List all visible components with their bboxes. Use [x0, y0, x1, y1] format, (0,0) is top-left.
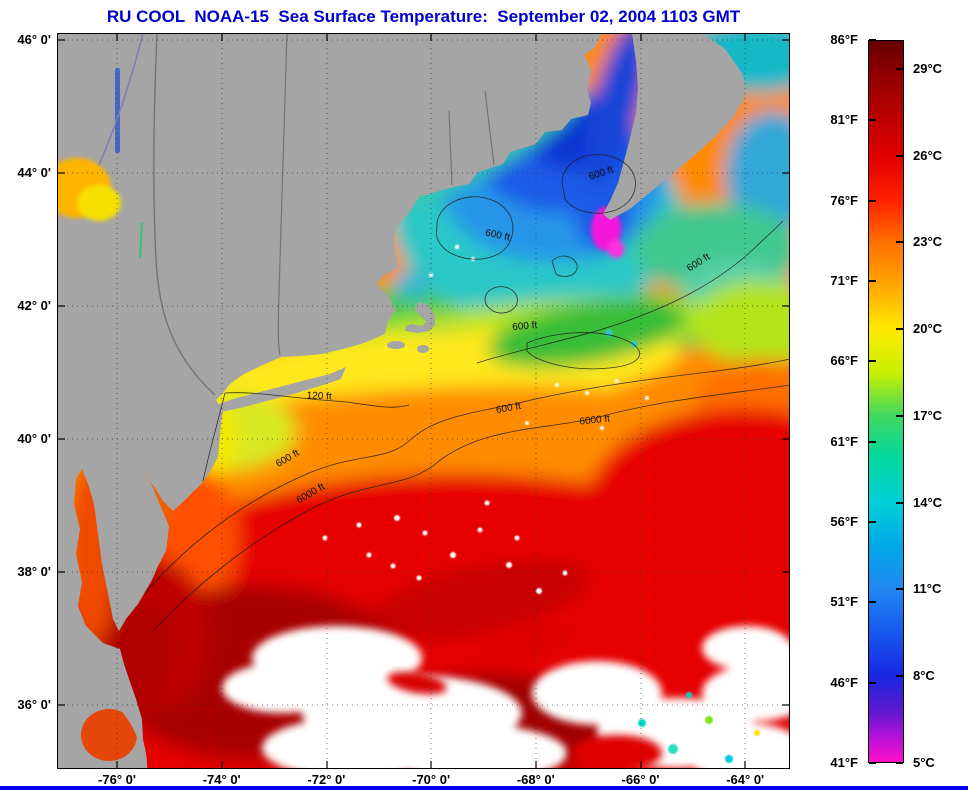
- contour-line: [551, 255, 578, 277]
- colorbar-tick: [869, 39, 876, 41]
- colorbar-tick: [896, 414, 903, 417]
- colorbar-tick: [869, 761, 876, 764]
- bathymetry-contours: [144, 154, 790, 632]
- colorbar-fahrenheit-label: 61°F: [830, 433, 858, 449]
- y-axis-label: 36° 0': [17, 697, 51, 712]
- colorbar-fahrenheit-label: 86°F: [830, 32, 858, 47]
- colorbar-tick: [896, 67, 903, 70]
- colorbar-fahrenheit-label: 46°F: [830, 674, 858, 690]
- land-cape-cod: [405, 302, 435, 333]
- x-axis-label: -68° 0': [516, 772, 555, 787]
- colorbar-tick: [896, 675, 903, 678]
- contour-line: [436, 196, 514, 260]
- contour-label: 6000 ft: [579, 413, 611, 427]
- land-grand-manan: [564, 94, 576, 112]
- x-axis-label: -70° 0': [412, 772, 451, 787]
- colorbar-gradient: [868, 40, 904, 763]
- colorbar-fahrenheit-label: 71°F: [830, 272, 858, 288]
- penobscot-river: [484, 90, 495, 166]
- land-nova-scotia: [603, 33, 746, 220]
- colorbar-celsius-label: 23°C: [913, 234, 943, 250]
- x-axis-label: -76° 0': [98, 772, 136, 787]
- colorbar-tick: [896, 501, 903, 504]
- colorbar-tick: [896, 154, 903, 157]
- lake-champlain: [115, 68, 120, 153]
- warm-streaks: [387, 622, 662, 769]
- colorbar-celsius-label: 29°C: [913, 60, 943, 76]
- y-axis-label: 46° 0': [17, 32, 51, 47]
- colorbar-celsius-label: 17°C: [913, 407, 943, 423]
- y-axis-label: 38° 0': [17, 564, 51, 579]
- colorbar-tick: [869, 119, 876, 122]
- colorbar-celsius-label: 11°C: [913, 581, 942, 597]
- colorbar-celsius-label: 26°C: [913, 147, 943, 163]
- colorbar-fahrenheit-label: 76°F: [830, 192, 858, 208]
- colorbar-fahrenheit-label: 56°F: [830, 513, 858, 529]
- map-border: [57, 33, 790, 769]
- colorbar-tick: [869, 279, 876, 282]
- colorbar-celsius-label: 20°C: [913, 321, 943, 337]
- inland-water-features: [57, 33, 495, 769]
- colorbar-tick: [896, 761, 903, 764]
- colorbar-celsius-label: 8°C: [913, 668, 935, 684]
- cloud-cover: [222, 626, 790, 769]
- y-axis-label: 44° 0': [17, 165, 51, 180]
- figure-title: RU COOL NOAA-15 Sea Surface Temperature:…: [106, 7, 741, 26]
- land-marthas-vineyard: [387, 341, 405, 349]
- colorbar-fahrenheit-label: 51°F: [830, 594, 858, 610]
- y-axis-label: 42° 0': [17, 298, 51, 313]
- contour-line: [561, 154, 636, 214]
- colorbar-tick: [896, 241, 903, 244]
- y-axis-label: 40° 0': [17, 431, 51, 446]
- outer-banks: [115, 701, 148, 769]
- colorbar-tick: [869, 440, 876, 443]
- colorbar-tick: [869, 520, 876, 523]
- contour-line: [484, 286, 518, 314]
- colorbar-fahrenheit-label: 41°F: [830, 754, 858, 770]
- contour-line: [526, 332, 640, 370]
- kennebec-river: [448, 110, 453, 186]
- contour-line: [144, 358, 790, 594]
- connecticut-river: [277, 33, 288, 356]
- axis-ticks: [58, 34, 789, 768]
- finger-lakes: [139, 222, 143, 259]
- colorbar-celsius-label: 14°C: [913, 494, 943, 510]
- x-axis-label: -64° 0': [726, 772, 765, 787]
- contour-label: 120 ft: [306, 390, 332, 402]
- contour-line: [202, 392, 226, 482]
- colorbar-fahrenheit-label: 66°F: [830, 353, 858, 369]
- hudson-river: [153, 33, 216, 396]
- contour-line: [476, 220, 784, 364]
- bay-of-fundy-water: [585, 33, 649, 186]
- colorbar-tick: [869, 360, 876, 363]
- contour-line: [224, 392, 410, 408]
- land-long-island: [217, 367, 346, 412]
- colorbar-tick: [896, 328, 903, 331]
- colorbar-celsius-label: 5°C: [913, 754, 935, 770]
- bottom-border-line: [0, 786, 968, 790]
- colorbar-tick: [869, 681, 876, 684]
- contour-line: [152, 384, 790, 632]
- contour-label: 600 ft: [495, 401, 522, 416]
- colorbar-tick: [869, 601, 876, 604]
- pamlico-sound: [81, 709, 137, 761]
- x-axis-label: -74° 0': [202, 772, 241, 787]
- colorbar-fahrenheit-label: 81°F: [830, 112, 858, 128]
- land: [57, 33, 746, 769]
- colorbar-tick: [896, 588, 903, 591]
- st-lawrence-river: [98, 33, 144, 166]
- contour-label: 600 ft: [484, 228, 511, 244]
- x-axis-label: -72° 0': [307, 772, 346, 787]
- land-mainland: [57, 33, 602, 769]
- land-nantucket: [417, 345, 429, 353]
- grid-lines: [57, 33, 790, 769]
- colorbar-tick: [869, 199, 876, 202]
- contour-label: 600 ft: [512, 320, 538, 333]
- x-axis-label: -66° 0': [621, 772, 660, 787]
